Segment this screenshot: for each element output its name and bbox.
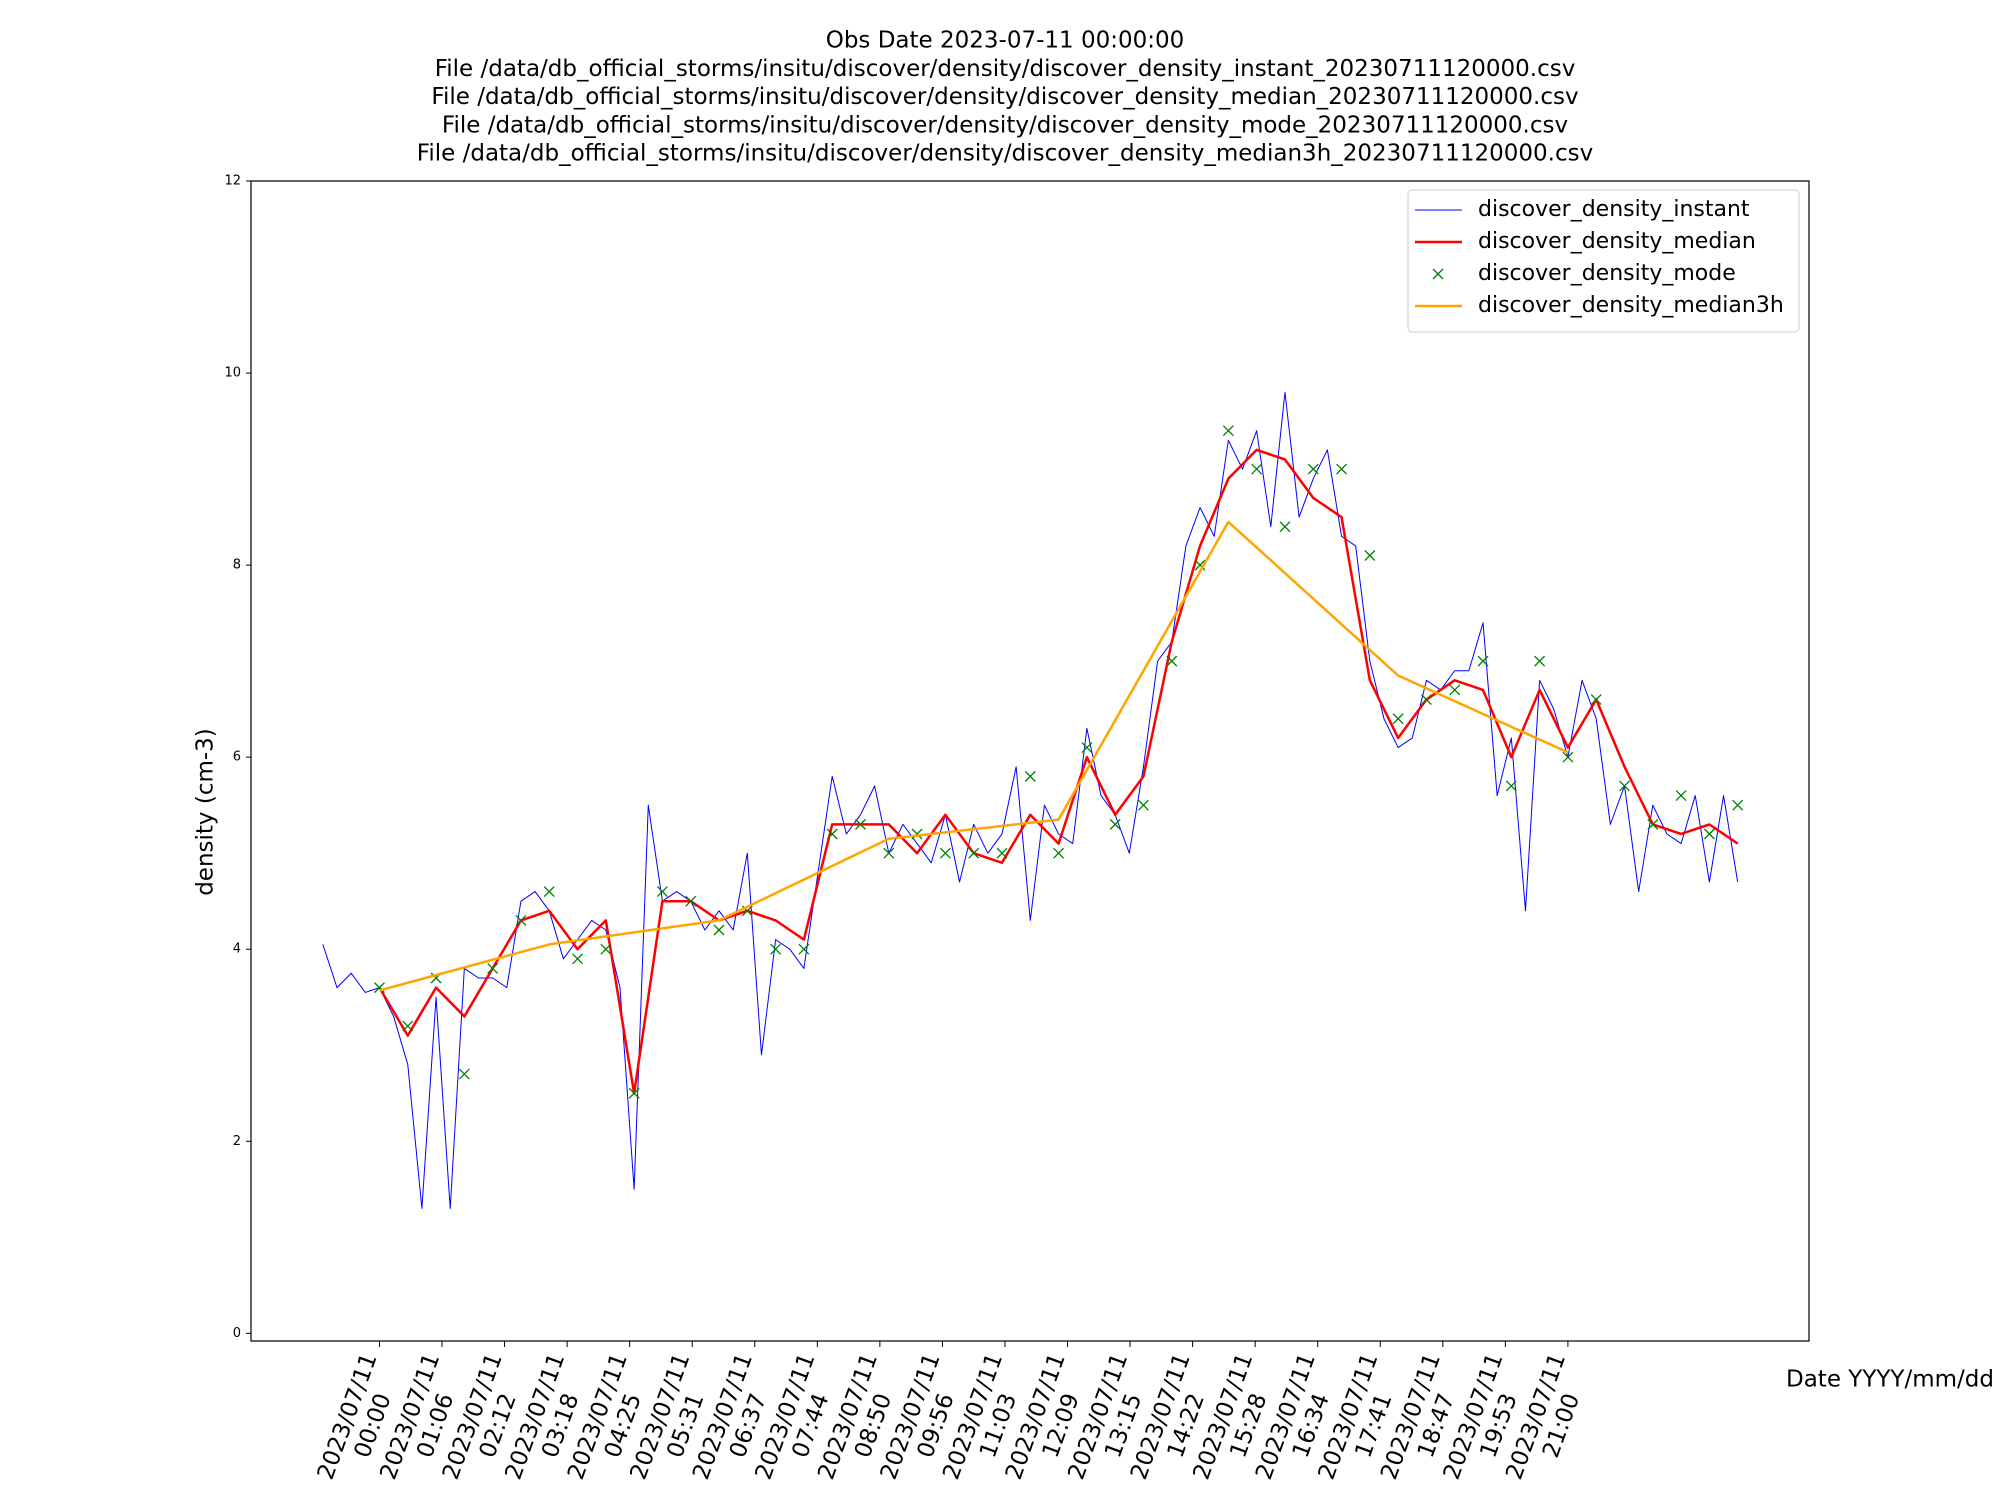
x-axis-label: Date YYYY/mm/dd (1786, 1367, 1994, 1393)
y-tick-label: 0 (233, 1326, 241, 1341)
marker (1562, 751, 1574, 763)
marker (1138, 799, 1149, 811)
marker (713, 924, 725, 936)
marker (515, 914, 527, 926)
marker (1053, 847, 1065, 859)
marker (1251, 463, 1263, 475)
legend-label: discover_density_median3h (1478, 293, 1784, 318)
y-axis-label: density (cm-3) (193, 728, 219, 896)
marker (1364, 550, 1376, 561)
marker (939, 847, 951, 859)
series-line (379, 520, 1569, 992)
marker (1024, 770, 1036, 782)
marker (1675, 790, 1687, 802)
marker (1336, 463, 1347, 475)
y-tick-label: 8 (233, 558, 241, 573)
marker (402, 1020, 414, 1032)
marker (1081, 742, 1093, 754)
marker (374, 982, 385, 994)
y-tick-label: 6 (233, 750, 241, 765)
marker (1166, 655, 1178, 667)
legend-label: discover_density_median (1478, 229, 1756, 254)
marker (1279, 521, 1291, 533)
legend-label: discover_density_instant (1478, 197, 1750, 222)
series-line (378, 448, 1739, 1095)
marker (1619, 780, 1630, 792)
chart-title: File /data/db_official_storms/insitu/dis… (442, 112, 1568, 138)
marker (1732, 799, 1744, 811)
marker (656, 886, 668, 898)
legend-label: discover_density_mode (1478, 261, 1736, 286)
chart-title: File /data/db_official_storms/insitu/dis… (431, 84, 1578, 110)
marker (798, 943, 810, 955)
marker (911, 828, 923, 840)
marker (600, 943, 612, 955)
marker (1590, 694, 1602, 706)
plot-area (250, 180, 1810, 1342)
marker (1109, 818, 1121, 830)
marker (685, 895, 697, 907)
marker (996, 847, 1008, 859)
marker (968, 847, 980, 859)
marker (1392, 713, 1404, 725)
marker (543, 886, 555, 898)
marker (1505, 780, 1517, 792)
y-tick-label: 10 (224, 366, 241, 381)
y-tick-label: 12 (224, 174, 241, 189)
marker (487, 962, 499, 974)
marker (1222, 425, 1234, 437)
marker (1477, 655, 1489, 667)
chart-title: Obs Date 2023-07-11 00:00:00 (826, 28, 1185, 54)
marker (572, 953, 584, 965)
marker (883, 847, 895, 859)
legend-box (1407, 189, 1800, 333)
marker (855, 818, 866, 830)
chart-title: File /data/db_official_storms/insitu/dis… (417, 141, 1593, 167)
marker (826, 828, 838, 840)
chart-title: File /data/db_official_storms/insitu/dis… (435, 56, 1576, 82)
marker (1647, 818, 1659, 830)
y-tick-label: 4 (233, 942, 241, 957)
y-tick-label: 2 (233, 1134, 241, 1149)
marker (770, 943, 782, 955)
marker (1449, 684, 1461, 696)
marker (458, 1068, 470, 1080)
marker (628, 1087, 640, 1099)
marker (1307, 463, 1319, 475)
legend-marker (1432, 268, 1444, 280)
marker (1534, 655, 1546, 667)
marker (1194, 559, 1206, 571)
marker (1703, 828, 1715, 840)
marker (1420, 694, 1432, 706)
